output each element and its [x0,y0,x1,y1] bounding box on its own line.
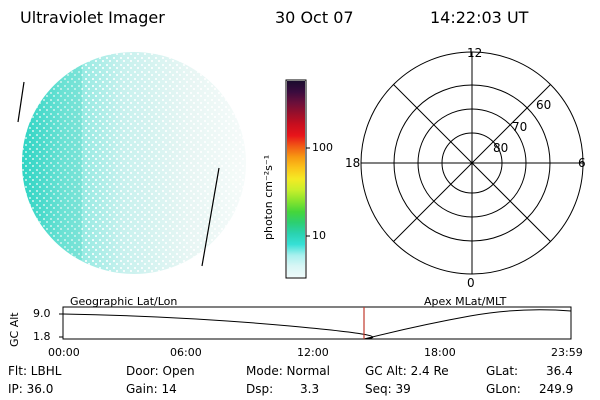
strip-left-title: Geographic Lat/Lon [70,295,178,308]
date-label: 30 Oct 07 [275,8,354,27]
polar-ring-label-80: 80 [493,141,509,155]
info-gcalt: GC Alt: 2.4 Re [365,364,449,378]
info-dsp-label: Dsp: [246,382,274,396]
colorbar-label-100: 100 [312,141,333,154]
altitude-strip-chart [59,306,572,340]
limb-line-right [201,167,220,267]
info-glat-value: 36.4 [546,364,573,378]
info-glon-value: 249.9 [539,382,574,396]
info-ip: IP: 36.0 [8,382,54,396]
info-glat-label: GLat: [486,364,519,378]
polar-diagonal-2 [393,84,551,242]
strip-xtick-1200: 12:00 [297,346,329,359]
polar-label-right: 6 [578,156,586,170]
strip-xtick-0600: 06:00 [170,346,202,359]
limb-line-left [17,81,25,123]
strip-xtick-0000: 00:00 [48,346,80,359]
colorbar-fill [287,81,305,277]
info-glon-label: GLon: [486,382,521,396]
info-flt: Flt: LBHL [8,364,62,378]
strip-ytick-1-8: 1.8 [33,330,51,343]
colorbar-unit-label: photon cm⁻²s⁻¹ [262,154,275,240]
info-dsp-value: 3.3 [300,382,320,396]
info-gain: Gain: 14 [126,382,177,396]
strip-right-title: Apex MLat/MLT [424,295,507,308]
polar-label-top: 12 [467,46,483,60]
polar-ring-label-70: 70 [512,120,528,134]
info-seq: Seq: 39 [365,382,411,396]
colorbar-label-10: 10 [312,229,326,242]
info-door: Door: Open [126,364,195,378]
time-label: 14:22:03 UT [430,8,529,27]
polar-label-bottom: 0 [467,276,475,290]
polar-plot [360,51,584,275]
colorbar [285,79,310,279]
instrument-title: Ultraviolet Imager [20,8,165,27]
strip-ylabel: GC Alt [8,312,21,347]
info-mode: Mode: Normal [246,364,330,378]
polar-label-left: 18 [345,156,361,170]
uv-image-disk [17,52,246,274]
polar-ring-label-60: 60 [536,98,552,112]
strip-ytick-9: 9.0 [33,307,51,320]
strip-xtick-2359: 23:59 [551,346,583,359]
strip-xtick-1800: 18:00 [424,346,456,359]
altitude-curve [62,309,572,340]
